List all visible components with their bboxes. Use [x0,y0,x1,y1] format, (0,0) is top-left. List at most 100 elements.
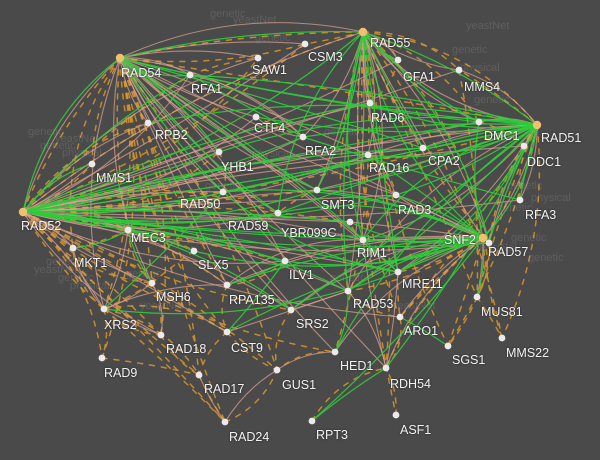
graph-node-asf1[interactable] [392,411,400,419]
edge-physical [226,237,484,333]
graph-node-rim1[interactable] [359,236,367,244]
graph-node-msh6[interactable] [148,279,156,287]
graph-node-rad52[interactable] [18,207,28,217]
edge-physical [222,124,538,193]
edge-physical [119,57,224,193]
graph-node-rpb2[interactable] [144,119,152,127]
graph-node-mms22[interactable] [498,334,506,342]
graph-node-rad51[interactable] [532,120,542,130]
graph-node-csm3[interactable] [301,40,309,48]
graph-node-rpa135[interactable] [223,281,231,289]
edge-yeastNet [103,284,228,310]
graph-node-mus81[interactable] [473,293,481,301]
graph-node-ddc1[interactable] [520,142,528,150]
graph-node-gfa1[interactable] [394,56,402,64]
edge-genetic [447,124,538,347]
edge-genetic [447,296,478,347]
graph-node-mre11[interactable] [394,268,402,276]
graph-node-aro1[interactable] [396,313,404,321]
graph-node-rad6[interactable] [366,99,374,107]
graph-node-ybr099c[interactable] [346,218,354,226]
graph-node-rad3[interactable] [392,191,400,199]
edge-yeastNet [119,50,259,59]
graph-node-hed1[interactable] [331,348,339,356]
graph-node-mkt1[interactable] [69,244,77,252]
edge-yeastNet [119,57,364,241]
edge-yeastNet [151,282,163,336]
graph-node-mec3[interactable] [124,226,132,234]
graph-node-rad16[interactable] [364,151,372,159]
graph-node-rad55[interactable] [358,27,368,37]
edge-physical [334,124,538,353]
edge-yeastNet [22,57,121,213]
edge-physical [119,57,220,153]
edge-genetic [476,296,503,339]
graph-node-rad18[interactable] [157,331,165,339]
graph-node-rad50[interactable] [219,188,227,196]
edge-physical [277,31,364,214]
edge-yeastNet [22,194,397,213]
edge-yeastNet [362,124,538,241]
graph-node-sgs1[interactable] [444,342,452,350]
edge-yeastNet [119,57,387,369]
graph-node-rad24[interactable] [221,418,229,426]
edge-yeastNet [482,124,538,239]
graph-node-rad59[interactable] [274,209,282,217]
edge-physical [226,237,484,286]
edge-physical [22,209,351,223]
graph-node-dmc1[interactable] [475,118,483,126]
edge-physical [226,260,286,333]
edge-genetic [103,308,200,376]
graph-node-mms1[interactable] [88,160,96,168]
graph-node-saw1[interactable] [254,54,262,62]
edge-yeastNet [189,74,304,138]
edge-yeastNet [119,57,369,156]
graph-node-cpa2[interactable] [419,144,427,152]
edge-yeastNet [119,57,349,292]
graph-node-rad54[interactable] [115,53,125,63]
graph-node-slx5[interactable] [190,247,198,255]
edge-physical [362,31,484,239]
graph-node-rfa3[interactable] [516,196,524,204]
edges-physical [22,30,538,422]
edge-physical [119,30,364,59]
edge-physical [222,189,484,239]
edge-physical [22,57,121,213]
graph-node-gus1[interactable] [273,366,281,374]
graph-node-yhb1[interactable] [215,148,223,156]
nodes-layer [18,27,542,426]
edge-genetic [476,124,538,298]
graph-node-rad9[interactable] [98,354,106,362]
graph-node-rfa1[interactable] [186,71,194,79]
graph-node-smt3[interactable] [313,186,321,194]
edge-genetic [447,237,484,347]
graph-node-rad17[interactable] [195,371,203,379]
edge-yeastNet [119,57,286,262]
edge-physical [277,124,538,214]
graph-node-rdh54[interactable] [382,364,390,372]
graph-node-mms4[interactable] [455,66,463,74]
edge-yeastNet [224,369,278,423]
edge-physical [72,229,129,249]
edge-yeastNet [290,290,349,311]
graph-node-rpt3[interactable] [308,417,316,425]
edge-yeastNet [119,57,292,311]
edge-yeastNet [356,31,387,369]
graph-node-srs2[interactable] [287,306,295,314]
graph-node-cst9[interactable] [223,328,231,336]
graph-node-xrs2[interactable] [100,305,108,313]
graph-node-snf2[interactable] [478,233,488,243]
edge-genetic [22,211,226,423]
graph-node-ilv1[interactable] [281,257,289,265]
graph-node-rfa2[interactable] [299,133,307,141]
graph-node-rad57[interactable] [485,239,493,247]
edge-yeastNet [385,271,399,369]
graph-node-ctf4[interactable] [252,113,260,121]
edge-yeastNet [22,136,304,213]
edge-physical [311,237,484,422]
edge-genetic [198,374,226,423]
edge-yeastNet [367,124,538,156]
graph-node-rad53[interactable] [344,287,352,295]
edge-physical [385,124,538,369]
